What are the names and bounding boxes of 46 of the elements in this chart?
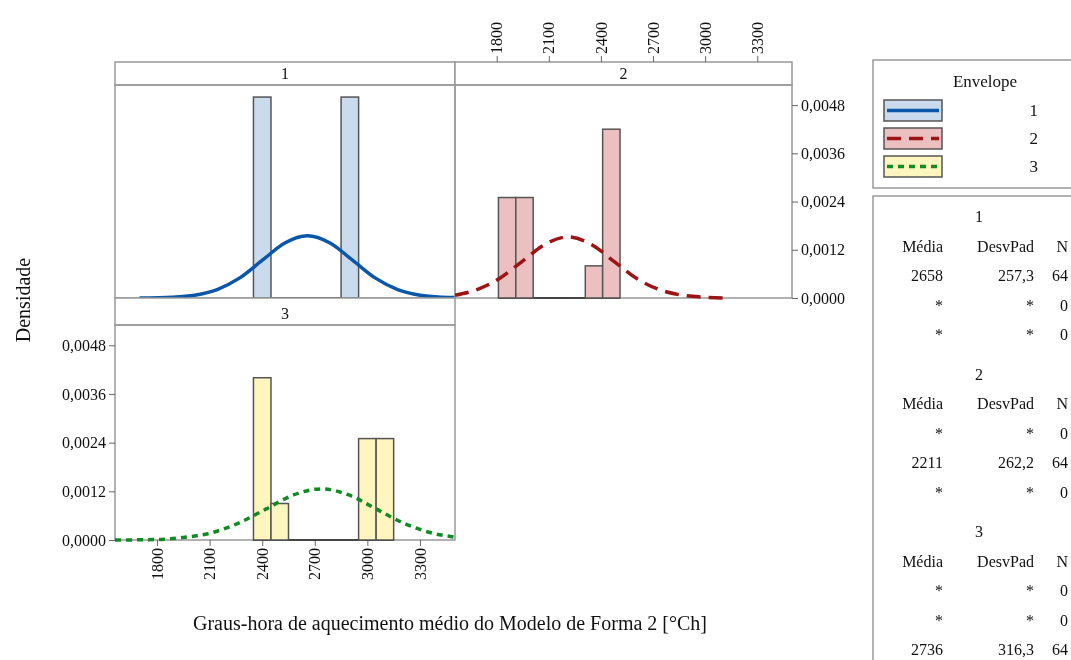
series-label: 1	[281, 65, 289, 82]
text: * * 0	[935, 424, 1068, 442]
text: * * 0	[935, 483, 1068, 501]
text: 2	[975, 365, 983, 383]
text: * * 0	[935, 326, 1068, 343]
x-tick-label: 2400	[592, 22, 610, 54]
text: 2	[1029, 129, 1038, 148]
x-tick-label: 2700	[306, 548, 324, 580]
text: 2	[619, 65, 628, 82]
text: Média DesvPad N	[902, 395, 1068, 412]
y-tick-label: 0,0024	[801, 193, 845, 211]
x-tick-label: 2100	[201, 548, 219, 580]
text: Média DesvPad N	[902, 552, 1068, 570]
x-tick-label: 1800	[148, 548, 166, 580]
x-tick-label: 2400	[253, 548, 271, 580]
legend-title: Envelope	[952, 72, 1018, 91]
x-tick-label: 2100	[540, 22, 558, 54]
y-tick-label: 0,0048	[62, 336, 106, 354]
text: * * 0	[935, 296, 1068, 314]
y-tick-label: 0,0036	[801, 144, 845, 162]
text: 3	[975, 523, 983, 540]
x-tick-label: 3000	[358, 548, 376, 580]
text: Média DesvPad N	[902, 237, 1068, 255]
y-tick-label: 0,0012	[62, 482, 106, 500]
y-tick-label: 0,0000	[62, 531, 106, 549]
y-tick-label: 0,0036	[62, 385, 106, 403]
x-tick-label: 3300	[411, 548, 429, 580]
text: 2211 262,2 64	[911, 454, 1068, 471]
y-tick-label: 0,0048	[801, 96, 845, 114]
text: 1	[1029, 101, 1038, 120]
text: * * 0	[935, 611, 1068, 629]
y-tick-label: 0,0000	[801, 289, 845, 307]
text: 3	[281, 305, 289, 322]
text: 2736 316,3 64	[911, 641, 1068, 658]
y-tick-label: 0,0024	[62, 434, 106, 452]
y-axis-title: Densidade	[12, 257, 34, 343]
x-tick-label: 3000	[696, 22, 714, 54]
x-axis-title: Graus-hora de aquecimento médio do Modelo de Forma 2 [°Ch]	[193, 612, 707, 635]
text: * * 0	[935, 582, 1068, 599]
x-tick-label: 3300	[748, 22, 766, 54]
y-tick-label: 0,0012	[801, 241, 845, 259]
text: 1	[975, 208, 983, 225]
x-tick-label: 2700	[644, 22, 662, 54]
text: 3	[1029, 157, 1038, 176]
x-tick-label: 1800	[488, 22, 506, 54]
text: 2658 257,3 64	[911, 267, 1068, 284]
